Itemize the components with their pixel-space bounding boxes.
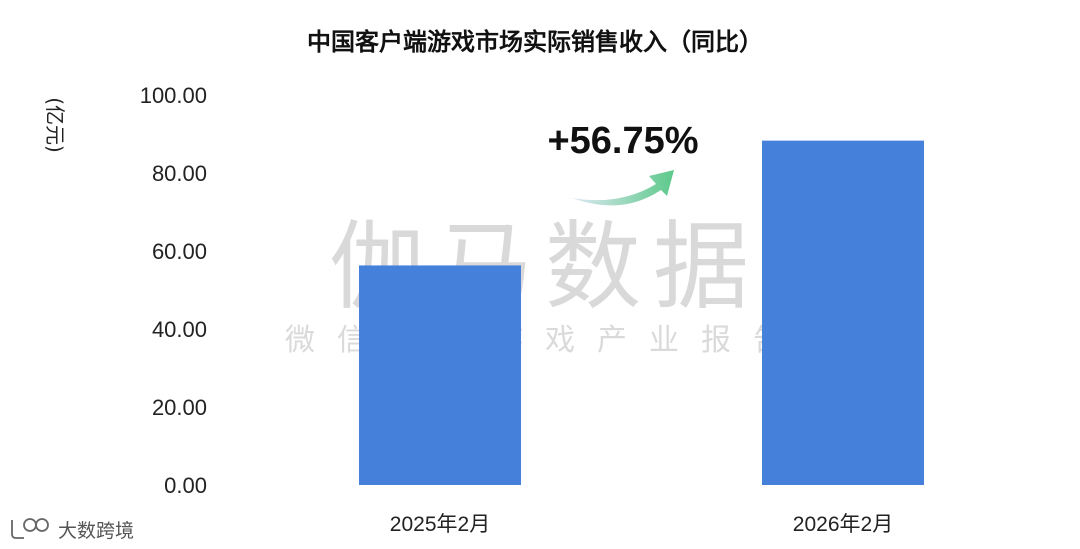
x-axis-labels: 2025年2月 2026年2月 [390,513,893,536]
y-tick-label: 80.00 [152,161,207,186]
y-axis-ticks: 0.00 20.00 40.00 60.00 80.00 100.00 [140,83,207,498]
x-category-label: 2025年2月 [390,513,490,536]
logo-text: 大数跨境 [58,520,134,542]
y-tick-label: 20.00 [152,395,207,420]
bar [359,265,521,485]
y-tick-label: 40.00 [152,317,207,342]
bar [762,140,924,485]
growth-arrow-icon [572,170,674,206]
y-axis-unit: (亿元) [43,97,67,153]
logo-icon [11,518,49,539]
growth-label: +56.75% [547,120,698,162]
y-tick-label: 60.00 [152,239,207,264]
chart-title: 中国客户端游戏市场实际销售收入（同比） [307,28,763,56]
bars [359,140,924,485]
growth-annotation: +56.75% [547,120,699,206]
y-tick-label: 0.00 [164,473,207,498]
y-tick-label: 100.00 [140,83,207,108]
brand-logo: 大数跨境 [11,518,134,542]
x-category-label: 2026年2月 [793,513,893,536]
